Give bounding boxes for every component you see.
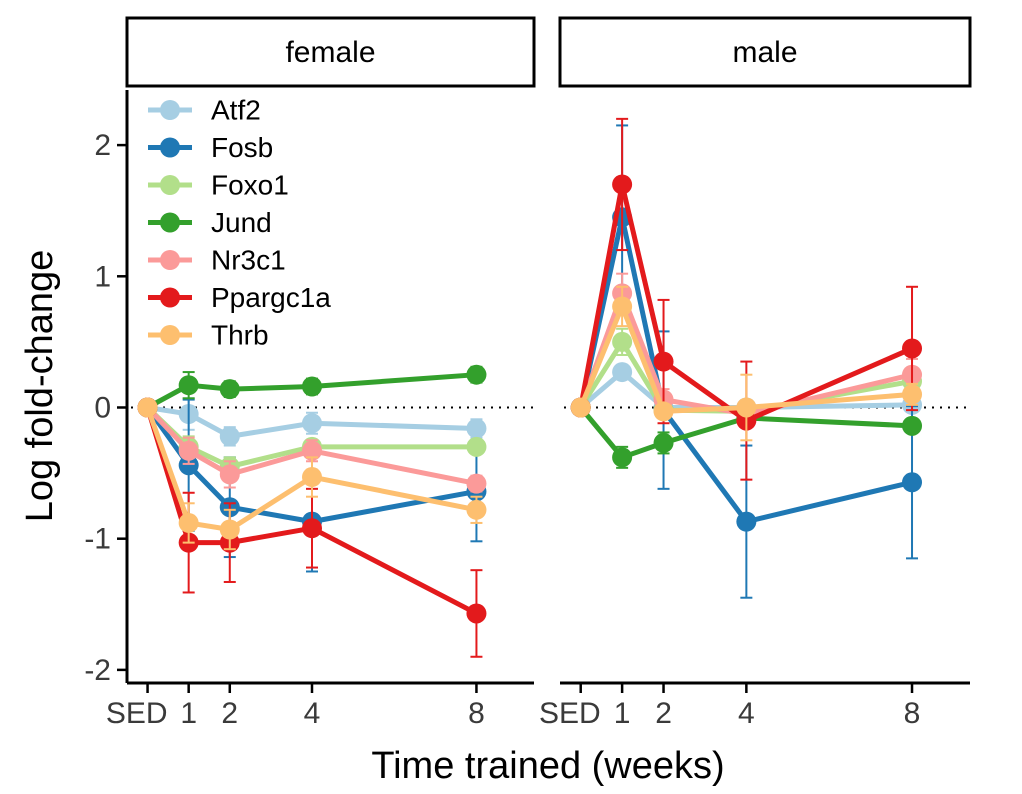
data-point-fosb <box>902 472 923 493</box>
data-point-thrb <box>653 401 674 422</box>
legend-label: Ppargc1a <box>211 282 331 313</box>
x-tick-label: 1 <box>614 697 631 730</box>
data-point-thrb <box>466 499 487 520</box>
series-thrb-female <box>137 397 487 551</box>
data-point-nr3c1 <box>302 440 322 461</box>
data-point-jund <box>302 376 322 397</box>
data-point-ppargc1a <box>466 603 487 624</box>
data-point-ppargc1a <box>302 518 322 539</box>
facet-title-male: male <box>732 36 797 69</box>
legend-label: Thrb <box>211 319 269 350</box>
series-ppargc1a-male <box>570 117 923 481</box>
legend-key-point <box>160 250 180 270</box>
legend-label: Atf2 <box>211 94 261 125</box>
legend-key-point <box>160 100 180 120</box>
data-point-foxo1 <box>612 331 633 352</box>
y-axis-title: Log fold-change <box>19 250 61 523</box>
legend-key-point <box>160 137 180 158</box>
x-tick-label: 4 <box>304 697 321 730</box>
legend-key-point <box>160 212 180 233</box>
data-point-thrb <box>219 519 240 540</box>
data-point-thrb <box>178 512 199 533</box>
data-point-atf2 <box>612 362 633 383</box>
data-point-foxo1 <box>466 436 487 457</box>
facet-strip-male <box>558 16 972 88</box>
y-tick-label: 0 <box>94 391 111 424</box>
data-point-atf2 <box>219 426 240 447</box>
data-point-thrb <box>302 467 322 488</box>
y-tick-label: -2 <box>84 654 111 687</box>
data-point-thrb <box>612 296 633 317</box>
y-tick-label: 2 <box>94 129 111 162</box>
legend-label: Nr3c1 <box>211 244 286 275</box>
legend-label: Fosb <box>211 132 273 163</box>
legend-key-point <box>160 325 180 345</box>
legend-label: Jund <box>211 207 272 238</box>
data-point-thrb <box>902 384 923 405</box>
legend-label: Foxo1 <box>211 169 289 200</box>
facet-strip-female <box>125 16 536 88</box>
x-axis-title: Time trained (weeks) <box>371 745 724 787</box>
x-tick-label: 8 <box>904 697 921 730</box>
data-point-jund <box>178 375 199 396</box>
data-point-jund <box>612 447 633 468</box>
x-tick-label: 1 <box>180 697 197 730</box>
x-tick-label: 8 <box>468 697 485 730</box>
legend-item-ppargc1a: Ppargc1a <box>148 282 331 313</box>
y-tick-label: -1 <box>84 523 111 556</box>
series-thrb-male <box>570 285 923 442</box>
legend-item-foxo1: Foxo1 <box>148 169 289 200</box>
data-point-nr3c1 <box>466 473 487 494</box>
data-point-thrb <box>570 397 591 418</box>
x-tick-label: 2 <box>655 697 672 730</box>
y-tick-label: 1 <box>94 260 111 293</box>
data-point-ppargc1a <box>612 174 633 195</box>
x-tick-label: SED <box>539 697 601 730</box>
legend-item-nr3c1: Nr3c1 <box>148 244 286 275</box>
legend-item-jund: Jund <box>148 207 272 238</box>
data-point-ppargc1a <box>902 338 923 359</box>
data-point-jund <box>466 364 487 385</box>
data-point-atf2 <box>466 418 487 439</box>
x-tick-label: 2 <box>221 697 238 730</box>
panel-female <box>131 364 534 658</box>
x-tick-label: 4 <box>738 697 755 730</box>
data-point-nr3c1 <box>219 464 240 485</box>
data-point-atf2 <box>302 413 322 434</box>
data-point-jund <box>653 432 674 453</box>
legend-item-fosb: Fosb <box>148 132 273 163</box>
legend-item-thrb: Thrb <box>148 319 269 350</box>
data-point-nr3c1 <box>178 440 199 461</box>
data-point-fosb <box>736 511 757 532</box>
data-point-ppargc1a <box>653 351 674 372</box>
panel-male <box>564 117 970 599</box>
data-point-thrb <box>736 397 757 418</box>
x-tick-label: SED <box>106 697 168 730</box>
legend-item-atf2: Atf2 <box>148 94 261 125</box>
legend-key-point <box>160 287 180 308</box>
data-point-thrb <box>137 397 158 418</box>
data-point-fosb <box>178 455 199 476</box>
data-point-jund <box>902 415 923 436</box>
facet-title-female: female <box>285 36 375 69</box>
legend-key-point <box>160 175 180 195</box>
data-point-jund <box>219 379 240 400</box>
